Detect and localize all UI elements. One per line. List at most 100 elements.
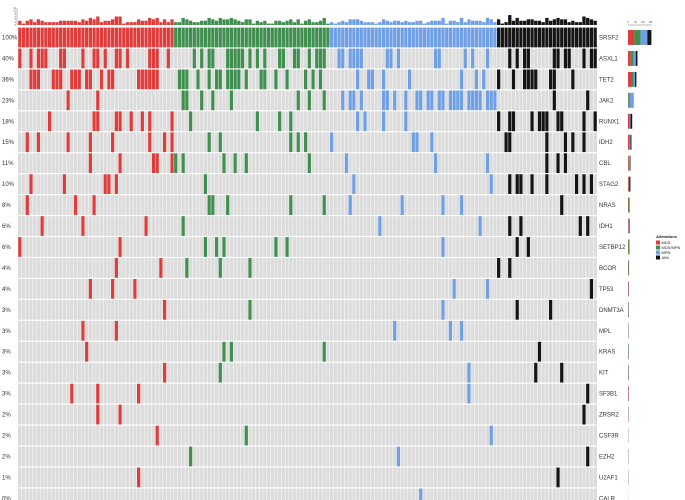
alteration-cell-idh2: [289, 132, 293, 153]
alteration-cell-jak2: [181, 90, 185, 111]
alteration-cell-tp53: [133, 279, 137, 299]
alteration-cell-srsf2: [240, 27, 245, 48]
top-bar: [582, 16, 586, 25]
alteration-cell-srsf2: [381, 27, 386, 48]
alteration-cell-srsf2: [482, 27, 486, 48]
alteration-cell-srsf2: [318, 27, 323, 48]
alteration-cell-srsf2: [541, 27, 545, 48]
top-bar: [110, 19, 115, 25]
alteration-cell-srsf2: [274, 27, 278, 48]
alteration-cell-srsf2: [148, 27, 152, 48]
alteration-cell-runx1: [560, 111, 564, 132]
alteration-cell-kit: [560, 362, 564, 383]
gene-name-label: CBL: [599, 161, 611, 167]
alteration-cell-srsf2: [422, 27, 427, 48]
alteration-cell-stag2: [508, 174, 512, 194]
right-bar-segment: [628, 218, 630, 234]
alteration-cell-jak2: [485, 90, 490, 111]
alteration-cell-asxl1: [296, 48, 300, 69]
alteration-cell-stag2: [489, 174, 493, 194]
top-bar: [419, 20, 423, 25]
alteration-cell-jak2: [296, 90, 300, 111]
top-bar: [445, 23, 449, 25]
top-bar: [556, 17, 560, 25]
alteration-cell-setbp12: [118, 237, 122, 257]
alteration-cell-srsf2: [404, 27, 408, 48]
alteration-cell-srsf2: [196, 27, 200, 48]
alteration-cell-tet2: [55, 69, 59, 90]
alteration-cell-srsf2: [229, 27, 234, 48]
top-bar: [274, 20, 278, 25]
alteration-cell-asxl1: [255, 48, 259, 69]
alteration-cell-asxl1: [589, 48, 594, 69]
right-stacked-bars: [628, 30, 652, 500]
top-bar: [70, 20, 74, 25]
gene-percent-label: 40%: [2, 56, 15, 62]
alteration-cell-tet2: [111, 69, 115, 90]
alteration-cell-tet2: [99, 69, 104, 90]
alteration-cell-bcor: [185, 258, 189, 278]
top-bar: [278, 20, 282, 25]
alteration-cell-srsf2: [111, 27, 115, 48]
alteration-cell-jak2: [185, 90, 189, 111]
right-bar-segment: [628, 239, 630, 255]
top-bar: [263, 20, 267, 25]
alteration-cell-jak2: [404, 90, 408, 111]
alteration-cell-ezh2: [188, 446, 193, 467]
alteration-cell-stag2: [107, 174, 111, 194]
alteration-cell-runx1: [140, 111, 144, 132]
alteration-cell-tet2: [51, 69, 55, 90]
alteration-cell-stag2: [114, 174, 118, 194]
alteration-cell-runx1: [356, 111, 360, 132]
alteration-cell-srsf2: [407, 27, 412, 48]
alteration-cell-runx1: [118, 111, 122, 132]
alteration-cell-srsf2: [133, 27, 137, 48]
alteration-cell-idh1: [519, 216, 523, 236]
alteration-cell-srsf2: [155, 27, 159, 48]
alteration-cell-srsf2: [415, 27, 419, 48]
alteration-cell-srsf2: [560, 27, 564, 48]
gene-name-label: TP53: [599, 287, 614, 293]
top-bar: [181, 17, 185, 25]
alteration-cell-jak2: [211, 90, 215, 111]
right-bar-segment: [647, 30, 652, 45]
alteration-cell-srsf2: [129, 27, 133, 48]
alteration-cell-srsf2: [356, 27, 360, 48]
alteration-cell-jak2: [471, 90, 475, 111]
alteration-cell-jak2: [307, 90, 311, 111]
alteration-cell-srsf2: [55, 27, 59, 48]
alteration-cell-jak2: [489, 90, 493, 111]
alteration-cell-srsf2: [322, 27, 326, 48]
alteration-cell-srsf2: [70, 27, 74, 48]
alteration-cell-idh2: [170, 132, 174, 153]
alteration-cell-asxl1: [229, 48, 234, 69]
alteration-cell-cbl: [174, 153, 178, 174]
alteration-cell-tet2: [155, 69, 159, 90]
alteration-cell-runx1: [255, 111, 259, 132]
alteration-cell-srsf2: [163, 27, 167, 48]
alteration-cell-srsf2: [25, 27, 29, 48]
alteration-cell-srsf2: [125, 27, 130, 48]
legend-title: Alterations: [656, 234, 678, 239]
right-bar-segment: [628, 155, 630, 171]
alteration-cell-setbp12: [515, 237, 519, 257]
alteration-cell-stag2: [29, 174, 33, 194]
alteration-cell-idh2: [504, 132, 508, 153]
top-bar: [586, 17, 590, 25]
gene-name-label: IDH2: [599, 140, 613, 146]
alteration-cell-asxl1: [125, 48, 130, 69]
gene-name-label: ZRSR2: [599, 413, 619, 419]
alteration-cell-dnmt3a: [163, 299, 167, 320]
alteration-cell-nras: [207, 195, 211, 215]
top-bar: [229, 17, 234, 25]
alteration-cell-asxl1: [81, 48, 85, 69]
alteration-cell-srsf2: [266, 27, 271, 48]
alteration-cell-cbl: [556, 153, 560, 174]
top-bar: [47, 22, 52, 25]
alteration-cell-srsf2: [218, 27, 222, 48]
top-bar: [567, 22, 571, 25]
top-bar: [515, 17, 519, 25]
alteration-cell-dnmt3a: [515, 299, 519, 320]
top-bar: [534, 20, 538, 25]
